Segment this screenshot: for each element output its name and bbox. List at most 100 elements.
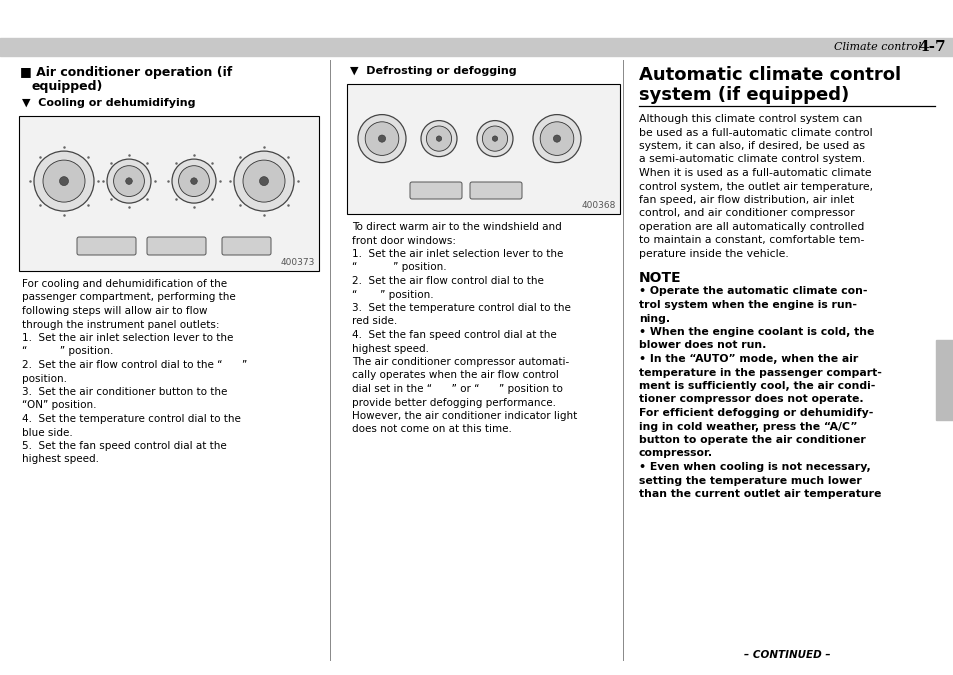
Text: following steps will allow air to flow: following steps will allow air to flow — [22, 306, 208, 316]
Text: dial set in the “      ” or “      ” position to: dial set in the “ ” or “ ” position to — [352, 384, 562, 394]
Text: red side.: red side. — [352, 317, 396, 327]
Text: blower does not run.: blower does not run. — [639, 340, 765, 350]
Circle shape — [243, 160, 285, 202]
Circle shape — [436, 136, 441, 141]
Text: than the current outlet air temperature: than the current outlet air temperature — [639, 489, 881, 499]
Text: ning.: ning. — [639, 313, 669, 323]
Text: tioner compressor does not operate.: tioner compressor does not operate. — [639, 394, 862, 404]
Text: system (if equipped): system (if equipped) — [639, 86, 848, 104]
Circle shape — [365, 122, 398, 155]
Text: position.: position. — [22, 373, 67, 383]
Text: be used as a full-automatic climate control: be used as a full-automatic climate cont… — [639, 128, 872, 138]
Text: “          ” position.: “ ” position. — [22, 346, 113, 356]
FancyBboxPatch shape — [147, 237, 206, 255]
Circle shape — [420, 121, 456, 157]
Text: highest speed.: highest speed. — [22, 454, 99, 464]
Text: 2.  Set the air flow control dial to the “      ”: 2. Set the air flow control dial to the … — [22, 360, 247, 370]
Circle shape — [476, 121, 513, 157]
Text: Although this climate control system can: Although this climate control system can — [639, 114, 862, 124]
Text: control system, the outlet air temperature,: control system, the outlet air temperatu… — [639, 182, 872, 192]
Text: The air conditioner compressor automati-: The air conditioner compressor automati- — [352, 357, 569, 367]
FancyBboxPatch shape — [470, 182, 521, 199]
Text: When it is used as a full-automatic climate: When it is used as a full-automatic clim… — [639, 168, 871, 178]
Text: – CONTINUED –: – CONTINUED – — [743, 650, 829, 660]
Circle shape — [233, 151, 294, 211]
Bar — [347, 84, 619, 214]
Text: Automatic climate control: Automatic climate control — [639, 66, 901, 84]
Text: To direct warm air to the windshield and: To direct warm air to the windshield and — [352, 222, 561, 232]
Text: a semi-automatic climate control system.: a semi-automatic climate control system. — [639, 155, 864, 165]
Circle shape — [553, 135, 560, 142]
Text: trol system when the engine is run-: trol system when the engine is run- — [639, 300, 856, 310]
Text: control, and air conditioner compressor: control, and air conditioner compressor — [639, 209, 854, 219]
Circle shape — [43, 160, 85, 202]
Text: “ON” position.: “ON” position. — [22, 400, 96, 410]
Circle shape — [34, 151, 94, 211]
Text: provide better defogging performance.: provide better defogging performance. — [352, 398, 556, 408]
Text: 2.  Set the air flow control dial to the: 2. Set the air flow control dial to the — [352, 276, 543, 286]
Circle shape — [126, 178, 132, 184]
Text: Climate control: Climate control — [834, 42, 921, 52]
Text: perature inside the vehicle.: perature inside the vehicle. — [639, 249, 788, 259]
FancyBboxPatch shape — [77, 237, 136, 255]
Text: 1.  Set the air inlet selection lever to the: 1. Set the air inlet selection lever to … — [352, 249, 563, 259]
Text: 1.  Set the air inlet selection lever to the: 1. Set the air inlet selection lever to … — [22, 333, 233, 343]
Text: fan speed, air flow distribution, air inlet: fan speed, air flow distribution, air in… — [639, 195, 853, 205]
Circle shape — [482, 126, 507, 151]
Circle shape — [426, 126, 451, 151]
Text: compressor.: compressor. — [639, 448, 713, 458]
Circle shape — [378, 135, 385, 142]
Circle shape — [539, 122, 573, 155]
Text: However, the air conditioner indicator light: However, the air conditioner indicator l… — [352, 411, 577, 421]
Text: ▼  Cooling or dehumidifying: ▼ Cooling or dehumidifying — [22, 98, 195, 108]
Text: highest speed.: highest speed. — [352, 344, 429, 354]
Text: 4.  Set the fan speed control dial at the: 4. Set the fan speed control dial at the — [352, 330, 557, 340]
Text: operation are all automatically controlled: operation are all automatically controll… — [639, 222, 863, 232]
Text: 3.  Set the temperature control dial to the: 3. Set the temperature control dial to t… — [352, 303, 570, 313]
Text: equipped): equipped) — [32, 80, 103, 93]
Text: ment is sufficiently cool, the air condi-: ment is sufficiently cool, the air condi… — [639, 381, 875, 391]
Text: setting the temperature much lower: setting the temperature much lower — [639, 475, 861, 485]
Text: to maintain a constant, comfortable tem-: to maintain a constant, comfortable tem- — [639, 236, 863, 246]
FancyBboxPatch shape — [410, 182, 461, 199]
Text: cally operates when the air flow control: cally operates when the air flow control — [352, 371, 558, 381]
Text: 4.  Set the temperature control dial to the: 4. Set the temperature control dial to t… — [22, 414, 240, 424]
Text: temperature in the passenger compart-: temperature in the passenger compart- — [639, 367, 881, 377]
Circle shape — [107, 159, 151, 203]
Text: ■ Air conditioner operation (if: ■ Air conditioner operation (if — [20, 66, 232, 79]
Text: button to operate the air conditioner: button to operate the air conditioner — [639, 435, 864, 445]
Circle shape — [357, 115, 406, 163]
Text: • Even when cooling is not necessary,: • Even when cooling is not necessary, — [639, 462, 870, 472]
FancyBboxPatch shape — [222, 237, 271, 255]
Circle shape — [178, 165, 209, 196]
Circle shape — [59, 177, 69, 186]
Text: NOTE: NOTE — [639, 271, 680, 284]
Text: 5.  Set the fan speed control dial at the: 5. Set the fan speed control dial at the — [22, 441, 227, 451]
Bar — [935, 340, 953, 420]
Text: • When the engine coolant is cold, the: • When the engine coolant is cold, the — [639, 327, 874, 337]
Circle shape — [533, 115, 580, 163]
Text: “           ” position.: “ ” position. — [352, 263, 446, 273]
Circle shape — [259, 177, 268, 186]
Text: For efficient defogging or dehumidify-: For efficient defogging or dehumidify- — [639, 408, 872, 418]
Bar — [19, 116, 318, 271]
Bar — [0, 38, 953, 56]
Text: 400373: 400373 — [280, 258, 314, 267]
Text: For cooling and dehumidification of the: For cooling and dehumidification of the — [22, 279, 227, 289]
Text: 3.  Set the air conditioner button to the: 3. Set the air conditioner button to the — [22, 387, 227, 397]
Text: “       ” position.: “ ” position. — [352, 290, 434, 300]
Text: passenger compartment, performing the: passenger compartment, performing the — [22, 292, 235, 302]
Circle shape — [172, 159, 215, 203]
Text: blue side.: blue side. — [22, 427, 72, 437]
Text: system, it can also, if desired, be used as: system, it can also, if desired, be used… — [639, 141, 864, 151]
Circle shape — [113, 165, 144, 196]
Text: does not come on at this time.: does not come on at this time. — [352, 425, 512, 435]
Text: 400368: 400368 — [581, 201, 616, 210]
Text: 4-7: 4-7 — [918, 40, 945, 54]
Text: ing in cold weather, press the “A/C”: ing in cold weather, press the “A/C” — [639, 421, 857, 431]
Text: ▼  Defrosting or defogging: ▼ Defrosting or defogging — [350, 66, 517, 76]
Text: through the instrument panel outlets:: through the instrument panel outlets: — [22, 319, 219, 329]
Text: front door windows:: front door windows: — [352, 236, 456, 246]
Text: • Operate the automatic climate con-: • Operate the automatic climate con- — [639, 286, 866, 296]
Circle shape — [191, 178, 197, 184]
